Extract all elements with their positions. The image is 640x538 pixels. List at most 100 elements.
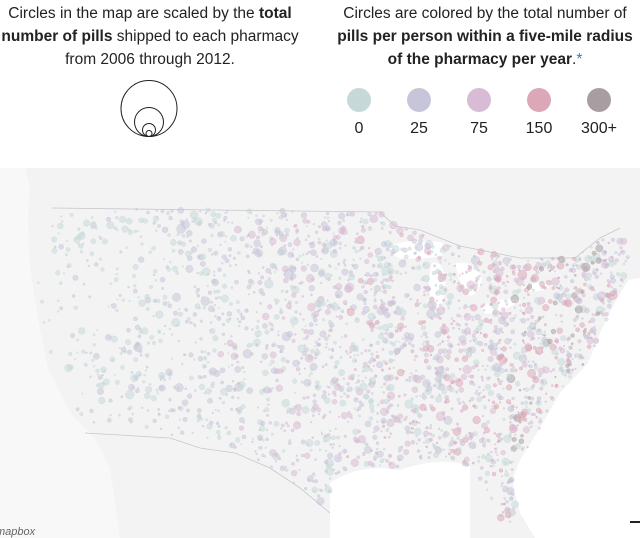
- pharmacy-dot: [429, 300, 432, 303]
- pharmacy-dot: [511, 264, 517, 270]
- pharmacy-dot: [329, 328, 333, 332]
- pharmacy-dot: [201, 296, 204, 299]
- pharmacy-dot: [246, 343, 252, 349]
- pharmacy-dot: [217, 223, 221, 227]
- pharmacy-dot: [549, 281, 553, 286]
- pharmacy-dot: [308, 374, 311, 378]
- pharmacy-dot: [357, 435, 366, 444]
- pharmacy-dot: [167, 409, 170, 412]
- pharmacy-dot: [265, 344, 269, 348]
- pharmacy-dot: [89, 375, 92, 379]
- pharmacy-dot: [133, 357, 139, 363]
- pharmacy-dot: [357, 429, 361, 433]
- pharmacy-dot: [311, 480, 315, 483]
- footnote-asterisk-link[interactable]: *: [576, 51, 583, 68]
- pharmacy-dot: [280, 427, 283, 430]
- pharmacy-dot: [384, 361, 388, 365]
- pharmacy-dot: [367, 226, 373, 231]
- pharmacy-dot: [342, 261, 346, 265]
- pharmacy-dot: [404, 440, 411, 447]
- pharmacy-dot: [159, 276, 166, 283]
- pharmacy-dot: [217, 433, 221, 437]
- pharmacy-dot: [221, 283, 227, 289]
- pharmacy-dot: [209, 328, 216, 335]
- pharmacy-dot: [58, 243, 64, 250]
- pharmacy-dot: [327, 219, 330, 223]
- pharmacy-dot: [573, 324, 577, 328]
- pharmacy-dot: [214, 296, 218, 300]
- pharmacy-dot: [540, 258, 543, 261]
- pharmacy-dot: [260, 360, 263, 364]
- pharmacy-dot: [324, 391, 327, 394]
- pharmacy-dot: [209, 420, 214, 425]
- pharmacy-dot: [340, 412, 348, 420]
- pharmacy-dot: [274, 227, 281, 234]
- pharmacy-dot: [544, 324, 547, 327]
- pharmacy-dot: [508, 508, 516, 517]
- pharmacy-dot: [593, 344, 596, 348]
- pharmacy-dot: [496, 393, 502, 399]
- pharmacy-dot: [501, 281, 506, 285]
- pharmacy-dot: [596, 240, 600, 245]
- pharmacy-dot: [73, 305, 78, 310]
- pharmacy-dot: [364, 376, 367, 379]
- pharmacy-dot: [456, 245, 461, 250]
- pharmacy-dot: [486, 420, 491, 424]
- pharmacy-dot: [390, 300, 396, 305]
- pharmacy-dot: [175, 271, 180, 275]
- pharmacy-dot: [227, 365, 230, 368]
- us-pharmacy-map[interactable]: [0, 168, 640, 538]
- pharmacy-dot: [230, 407, 234, 411]
- pharmacy-dot: [384, 277, 390, 283]
- pharmacy-dot: [444, 455, 447, 458]
- pharmacy-dot: [563, 290, 566, 294]
- mapbox-attribution[interactable]: mapbox: [0, 526, 36, 538]
- pharmacy-dot: [133, 375, 138, 380]
- pharmacy-dot: [479, 331, 482, 335]
- pharmacy-dot: [525, 408, 528, 411]
- pharmacy-dot: [49, 350, 53, 354]
- pharmacy-dot: [461, 461, 467, 467]
- pharmacy-dot: [246, 284, 252, 290]
- pharmacy-dot: [155, 310, 164, 319]
- pharmacy-dot: [415, 303, 419, 307]
- pharmacy-dot: [437, 255, 442, 261]
- pharmacy-dot: [475, 389, 479, 392]
- pharmacy-dot: [352, 344, 359, 351]
- pharmacy-dot: [236, 317, 239, 321]
- pharmacy-dot: [602, 259, 605, 262]
- pharmacy-dot: [431, 270, 437, 276]
- pharmacy-dot: [321, 433, 324, 436]
- pharmacy-dot: [442, 298, 446, 302]
- pharmacy-dot: [481, 349, 485, 352]
- pharmacy-dot: [269, 327, 274, 332]
- pharmacy-dot: [506, 480, 510, 484]
- pharmacy-dot: [326, 299, 329, 302]
- pharmacy-dot: [508, 476, 515, 484]
- pharmacy-dot: [419, 347, 423, 351]
- pharmacy-dot: [586, 344, 592, 349]
- pharmacy-dot: [523, 400, 529, 405]
- pharmacy-dot: [199, 260, 206, 267]
- pharmacy-dot: [554, 270, 557, 273]
- pharmacy-dot: [519, 366, 524, 371]
- pharmacy-dot: [452, 441, 455, 444]
- pharmacy-dot: [37, 281, 40, 285]
- pharmacy-dot: [506, 264, 509, 267]
- pharmacy-dot: [271, 263, 278, 269]
- pharmacy-dot: [152, 273, 155, 276]
- pharmacy-dot: [87, 264, 90, 267]
- pharmacy-dot: [419, 394, 422, 398]
- pharmacy-dot: [430, 316, 434, 320]
- pharmacy-dot: [376, 361, 384, 369]
- pharmacy-dot: [258, 437, 263, 441]
- pharmacy-dot: [92, 420, 96, 424]
- pharmacy-dot: [620, 237, 628, 245]
- pharmacy-dot: [130, 371, 134, 374]
- pharmacy-dot: [604, 317, 609, 322]
- pharmacy-dot: [223, 342, 227, 346]
- pharmacy-dot: [575, 327, 580, 333]
- pharmacy-dot: [463, 402, 466, 405]
- pharmacy-dot: [306, 443, 309, 446]
- pharmacy-dot: [169, 260, 172, 264]
